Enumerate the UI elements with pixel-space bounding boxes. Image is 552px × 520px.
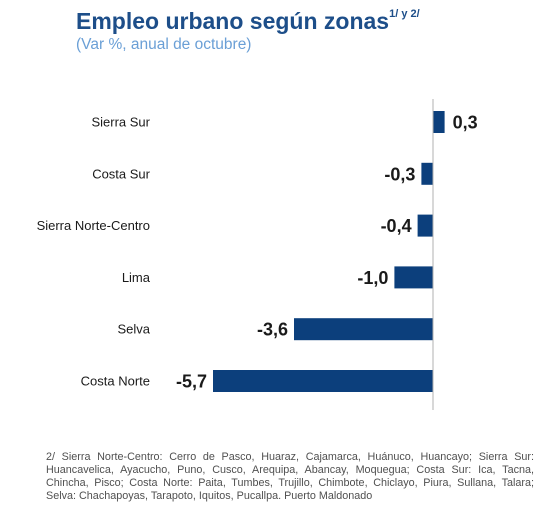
- category-label-costa-sur: Costa Sur: [92, 166, 150, 181]
- value-label-selva: -3,6: [257, 320, 288, 340]
- chart-title-text: Empleo urbano según zonas: [76, 8, 390, 34]
- chart-subtitle: (Var %, anual de octubre): [76, 36, 252, 53]
- bar-costa-sur: [421, 162, 433, 185]
- bar-costa-norte: [213, 370, 433, 392]
- title-footnote-marker: 1/ y 2/: [389, 8, 420, 20]
- bar-lima: [394, 266, 433, 289]
- category-label-sierra-norte-centro: Sierra Norte-Centro: [37, 218, 150, 233]
- category-label-costa-norte: Costa Norte: [81, 374, 150, 389]
- value-label-sierra-norte-centro: -0,4: [381, 216, 412, 236]
- bar-sierra-sur: [433, 111, 445, 133]
- category-label-sierra-sur: Sierra Sur: [91, 115, 150, 130]
- footnote: 2/ Sierra Norte-Centro: Cerro de Pasco, …: [46, 451, 534, 502]
- category-label-selva: Selva: [117, 322, 150, 337]
- bar-selva: [294, 318, 433, 341]
- bar-sierra-norte-centro: [417, 214, 433, 237]
- value-label-costa-sur: -0,3: [384, 164, 415, 184]
- value-label-costa-norte: -5,7: [176, 372, 207, 392]
- category-label-lima: Lima: [122, 270, 151, 285]
- value-label-lima: -1,0: [357, 268, 388, 288]
- value-label-sierra-sur: 0,3: [453, 113, 478, 133]
- bar-chart: Sierra Sur 0,3 Costa Sur -0,3 Sierra Norte-C…: [37, 99, 478, 410]
- chart-title: Empleo urbano según zonas1/ y 2/: [76, 8, 420, 35]
